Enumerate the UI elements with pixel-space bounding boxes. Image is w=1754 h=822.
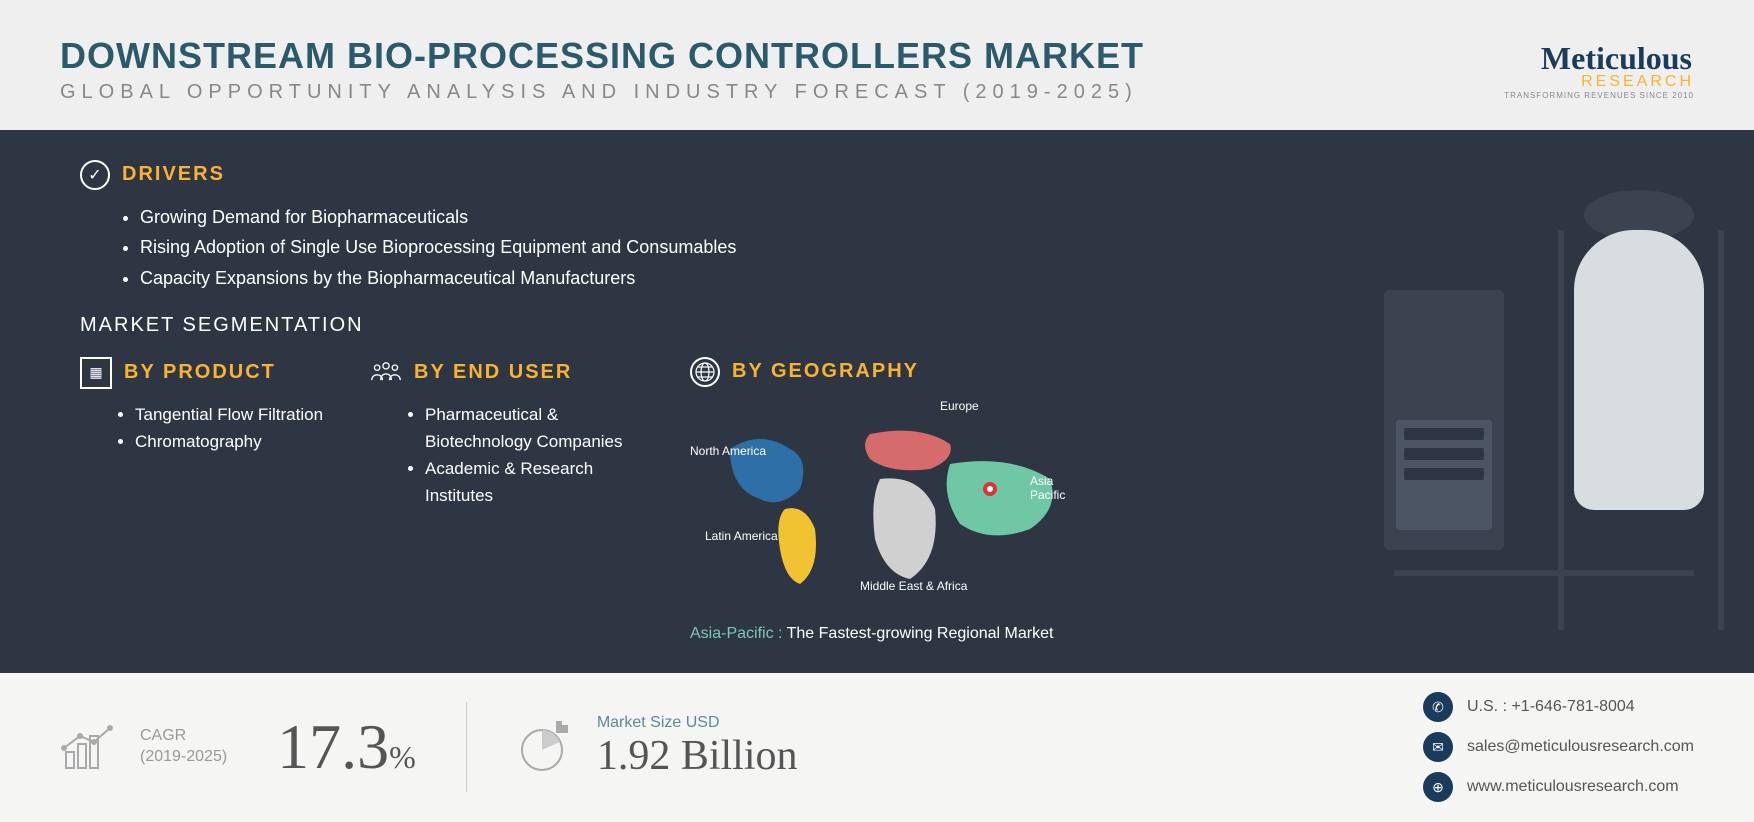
segment-geography: BY GEOGRAPHY North A — [690, 357, 1210, 643]
enduser-item: Academic & Research Institutes — [425, 455, 650, 509]
drivers-list: Growing Demand for Biopharmaceuticals Ri… — [80, 202, 1210, 294]
contact-phone: U.S. : +1-646-781-8004 — [1467, 698, 1635, 716]
main-panel: ✓ DRIVERS Growing Demand for Biopharmace… — [0, 130, 1754, 673]
contact-email: sales@meticulousresearch.com — [1467, 738, 1694, 756]
cagr-value: 17.3% — [277, 710, 416, 784]
title-block: DOWNSTREAM BIO-PROCESSING CONTROLLERS MA… — [60, 35, 1504, 104]
cagr-number: 17.3 — [277, 711, 389, 782]
infographic-root: DOWNSTREAM BIO-PROCESSING CONTROLLERS MA… — [0, 0, 1754, 822]
enduser-item: Pharmaceutical & Biotechnology Companies — [425, 401, 650, 455]
equipment-illustration — [1384, 170, 1724, 630]
divider — [466, 702, 467, 792]
cagr-label: CAGR (2019-2025) — [140, 726, 227, 768]
product-title: BY PRODUCT — [124, 361, 276, 384]
cagr-period: (2019-2025) — [140, 747, 227, 768]
contact-web: www.meticulousresearch.com — [1467, 778, 1679, 796]
contact-phone-row: ✆ U.S. : +1-646-781-8004 — [1423, 692, 1694, 722]
phone-icon: ✆ — [1423, 692, 1453, 722]
market-size-value: 1.92 Billion — [597, 732, 798, 780]
world-map: North America Latin America Europe Asia … — [690, 399, 1090, 619]
region-label-na: North America — [690, 444, 766, 458]
logo-sub: RESEARCH — [1581, 73, 1694, 91]
contact-email-row: ✉ sales@meticulousresearch.com — [1423, 732, 1694, 762]
segment-enduser: BY END USER Pharmaceutical & Biotechnolo… — [370, 357, 650, 643]
main-title: DOWNSTREAM BIO-PROCESSING CONTROLLERS MA… — [60, 35, 1504, 77]
drivers-title: DRIVERS — [122, 163, 225, 186]
segmentation-row: ▦ BY PRODUCT Tangential Flow Filtration … — [80, 357, 1210, 643]
growth-chart-icon — [60, 722, 120, 772]
footer: CAGR (2019-2025) 17.3% Market Size USD 1… — [0, 673, 1754, 822]
logo-tagline: TRANSFORMING REVENUES SINCE 2010 — [1504, 91, 1694, 100]
region-label-mea: Middle East & Africa — [860, 579, 967, 593]
segmentation-title: MARKET SEGMENTATION — [80, 314, 1210, 337]
contact-web-row: ⊕ www.meticulousresearch.com — [1423, 772, 1694, 802]
cagr-unit: % — [389, 739, 416, 775]
contact-block: ✆ U.S. : +1-646-781-8004 ✉ sales@meticul… — [1423, 692, 1694, 802]
header: DOWNSTREAM BIO-PROCESSING CONTROLLERS MA… — [0, 0, 1754, 130]
content-left: ✓ DRIVERS Growing Demand for Biopharmace… — [80, 160, 1210, 643]
driver-item: Capacity Expansions by the Biopharmaceut… — [140, 263, 1210, 294]
driver-item: Growing Demand for Biopharmaceuticals — [140, 202, 1210, 233]
driver-item: Rising Adoption of Single Use Bioprocess… — [140, 232, 1210, 263]
caption-highlight: Asia-Pacific : — [690, 625, 782, 642]
geography-title: BY GEOGRAPHY — [732, 360, 919, 383]
globe-icon — [690, 357, 720, 387]
email-icon: ✉ — [1423, 732, 1453, 762]
logo-main: Meticulous — [1541, 40, 1692, 77]
drivers-header: ✓ DRIVERS — [80, 160, 1210, 190]
cagr-text: CAGR — [140, 726, 227, 747]
enduser-title: BY END USER — [414, 361, 572, 384]
web-icon: ⊕ — [1423, 772, 1453, 802]
product-item: Tangential Flow Filtration — [135, 401, 330, 428]
brand-logo: Meticulous RESEARCH TRANSFORMING REVENUE… — [1504, 40, 1694, 100]
analysis-icon: ✓ — [80, 160, 110, 190]
product-item: Chromatography — [135, 428, 330, 455]
market-size-block: Market Size USD 1.92 Billion — [517, 714, 798, 780]
people-icon — [370, 357, 402, 389]
pie-chart-icon — [517, 722, 577, 772]
cagr-block: CAGR (2019-2025) 17.3% — [60, 710, 416, 784]
caption-rest: The Fastest-growing Regional Market — [782, 625, 1053, 642]
subtitle: GLOBAL OPPORTUNITY ANALYSIS AND INDUSTRY… — [60, 81, 1504, 104]
region-label-ap: Asia Pacific — [1030, 474, 1090, 502]
market-size-label: Market Size USD — [597, 714, 798, 732]
map-caption: Asia-Pacific : The Fastest-growing Regio… — [690, 625, 1210, 643]
region-label-la: Latin America — [705, 529, 778, 543]
package-icon: ▦ — [80, 357, 112, 389]
region-label-eu: Europe — [940, 399, 979, 413]
segment-product: ▦ BY PRODUCT Tangential Flow Filtration … — [80, 357, 330, 643]
